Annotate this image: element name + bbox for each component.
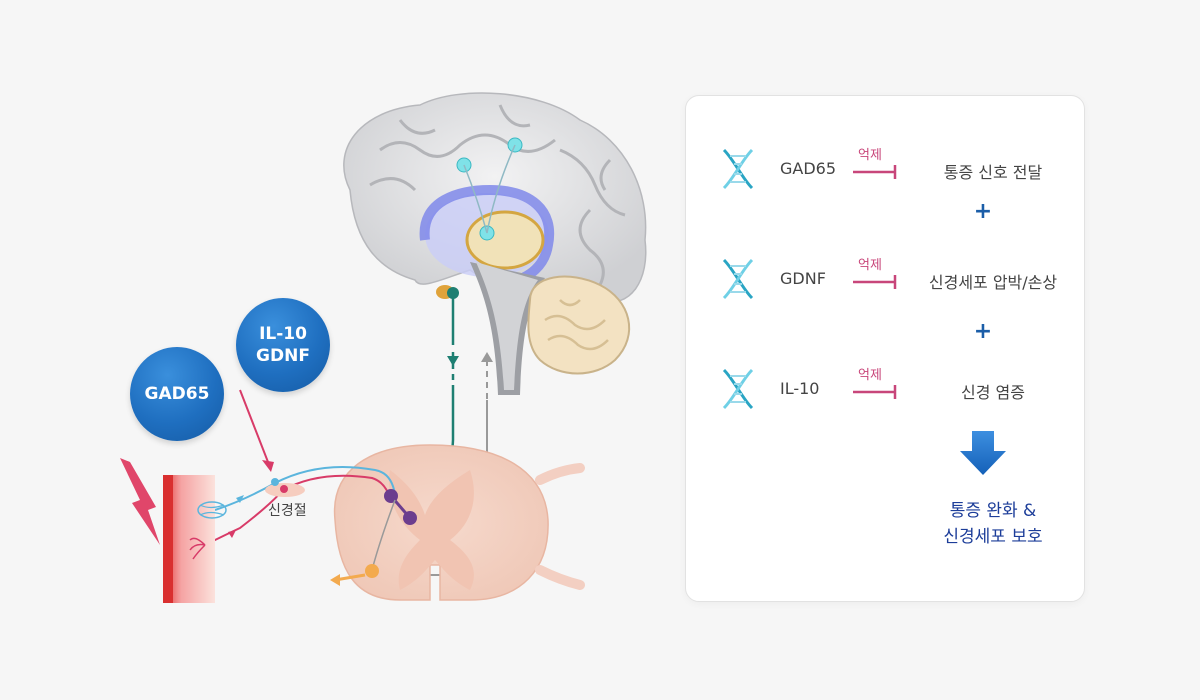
bubble-pointer-arrow	[239, 389, 274, 472]
mechanism-row-il10: IL-10 억제 신경 염증	[686, 364, 1084, 414]
inhibit-line-icon	[853, 385, 897, 399]
effect-label: 신경 염증	[961, 383, 1025, 402]
skin-tissue	[163, 475, 227, 603]
gene-label: IL-10	[780, 379, 820, 398]
inhibit-line-icon	[853, 165, 897, 179]
spinal-cord	[333, 444, 585, 601]
result-line-2: 신경세포 보호	[943, 527, 1043, 547]
il10-bubble-label: IL-10	[259, 324, 307, 344]
dna-icon	[722, 148, 754, 190]
effect-label: 신경세포 압박/손상	[928, 273, 1058, 292]
dna-icon	[722, 258, 754, 300]
result-text: 통증 완화 & 신경세포 보호	[908, 498, 1078, 550]
mechanism-panel: GAD65 억제 통증 신호 전달 + GDNF 억제 신경세포 압박/손상 +…	[685, 95, 1085, 602]
plus-sign: +	[973, 199, 993, 224]
inhibit-label: 억제	[858, 368, 882, 383]
gene-label: GDNF	[780, 269, 826, 288]
gad65-bubble-label: GAD65	[144, 384, 210, 404]
result-line-1: 통증 완화 &	[949, 501, 1037, 521]
down-arrow-icon	[960, 431, 1006, 475]
gad65-bubble: GAD65	[130, 347, 224, 441]
pain-lightning-icon	[120, 458, 160, 545]
plus-sign: +	[973, 319, 993, 344]
mechanism-row-gdnf: GDNF 억제 신경세포 압박/손상	[686, 254, 1084, 304]
il10-gdnf-bubble: IL-10 GDNF	[236, 298, 330, 392]
sensory-nerves	[204, 466, 417, 586]
inhibit-label: 억제	[858, 258, 882, 273]
brain	[343, 92, 647, 395]
mechanism-row-gad65: GAD65 억제 통증 신호 전달	[686, 144, 1084, 194]
gene-label: GAD65	[780, 159, 837, 178]
gdnf-bubble-label: GDNF	[256, 346, 310, 366]
inhibit-label: 억제	[858, 148, 882, 163]
neural-pathway-illustration	[120, 92, 647, 603]
ganglion-label: 신경절	[268, 503, 307, 519]
dna-icon	[722, 368, 754, 410]
effect-label: 통증 신호 전달	[943, 163, 1043, 182]
inhibit-line-icon	[853, 275, 897, 289]
